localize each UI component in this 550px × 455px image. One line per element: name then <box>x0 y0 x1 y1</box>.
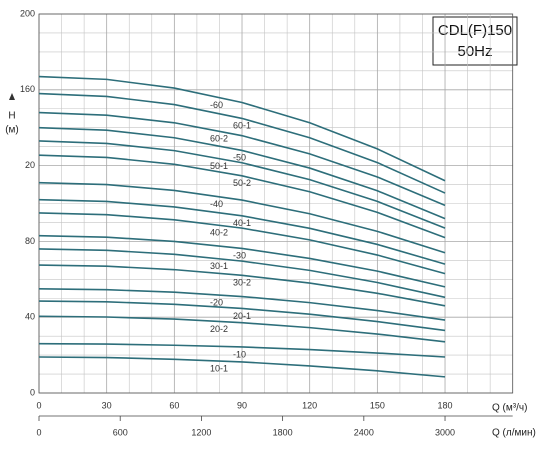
model-box <box>432 16 518 66</box>
pump-curve <box>38 248 446 299</box>
pump-curve <box>38 300 446 332</box>
y-tick-label: 80 <box>25 236 35 246</box>
y-axis-title: H <box>8 111 15 122</box>
model-name: CDL(F)150 <box>438 22 512 39</box>
curve-label: -40 <box>210 199 223 209</box>
curve-label: 20-1 <box>233 311 251 321</box>
x-tick-label: 0 <box>36 400 41 410</box>
pump-curve <box>38 234 446 288</box>
y-axis-unit: (м) <box>5 125 19 136</box>
x2-axis-title: Q (л/мин) <box>492 428 536 439</box>
y-tick-label: 40 <box>25 312 35 322</box>
pump-curve <box>38 356 446 378</box>
curve-label: -60 <box>210 100 223 110</box>
pump-curve <box>38 342 446 358</box>
curve-label: -20 <box>210 297 223 307</box>
x2-tick-label: 1200 <box>191 427 211 437</box>
pump-curve <box>38 140 446 229</box>
axis-arrow <box>9 93 15 100</box>
x-tick-label: 180 <box>438 400 453 410</box>
pump-curve <box>38 287 446 321</box>
x-tick-label: 120 <box>302 400 317 410</box>
pump-curve <box>38 92 446 194</box>
y-tick-label: 160 <box>20 84 35 94</box>
x2-tick-label: 2400 <box>354 427 374 437</box>
curve-label: 10-1 <box>210 363 228 373</box>
x-tick-label: 30 <box>102 400 112 410</box>
pump-curve <box>38 181 446 254</box>
curve-label: 30-1 <box>210 261 228 271</box>
x2-tick-label: 1800 <box>273 427 293 437</box>
grid <box>38 13 514 394</box>
curve-label: -50 <box>233 153 246 163</box>
curve-label: 60-1 <box>233 121 251 131</box>
y-tick-label: 0 <box>30 387 35 397</box>
pump-curve <box>38 154 446 239</box>
pump-curve <box>38 111 446 207</box>
x2-tick-label: 0 <box>36 427 41 437</box>
pump-curve <box>38 315 446 343</box>
curve-label: 20-2 <box>210 324 228 334</box>
curve-label: -30 <box>233 251 246 261</box>
curve-label: 40-2 <box>210 228 228 238</box>
y-tick-label: 20 <box>25 160 35 170</box>
pump-curve <box>38 126 446 220</box>
x-tick-label: 150 <box>370 400 385 410</box>
x2-tick-label: 600 <box>113 427 128 437</box>
x-axis-title: Q (м³/ч) <box>492 403 527 414</box>
x-tick-label: 60 <box>169 400 179 410</box>
pump-curve <box>38 75 446 182</box>
curve-label: 30-2 <box>233 278 251 288</box>
curve-label: 40-1 <box>233 218 251 228</box>
pump-curve <box>38 198 446 265</box>
pump-curve <box>38 264 446 307</box>
pump-curve <box>38 212 446 275</box>
y-tick-label: 200 <box>20 8 35 18</box>
frequency: 50Hz <box>457 43 492 60</box>
x-tick-label: 90 <box>237 400 247 410</box>
curve-label: 50-1 <box>210 161 228 171</box>
curve-label: -10 <box>233 349 246 359</box>
x2-tick-label: 3000 <box>435 427 455 437</box>
curve-label: 60-2 <box>210 133 228 143</box>
curve-label: 50-2 <box>233 178 251 188</box>
plot-frame <box>38 13 514 394</box>
